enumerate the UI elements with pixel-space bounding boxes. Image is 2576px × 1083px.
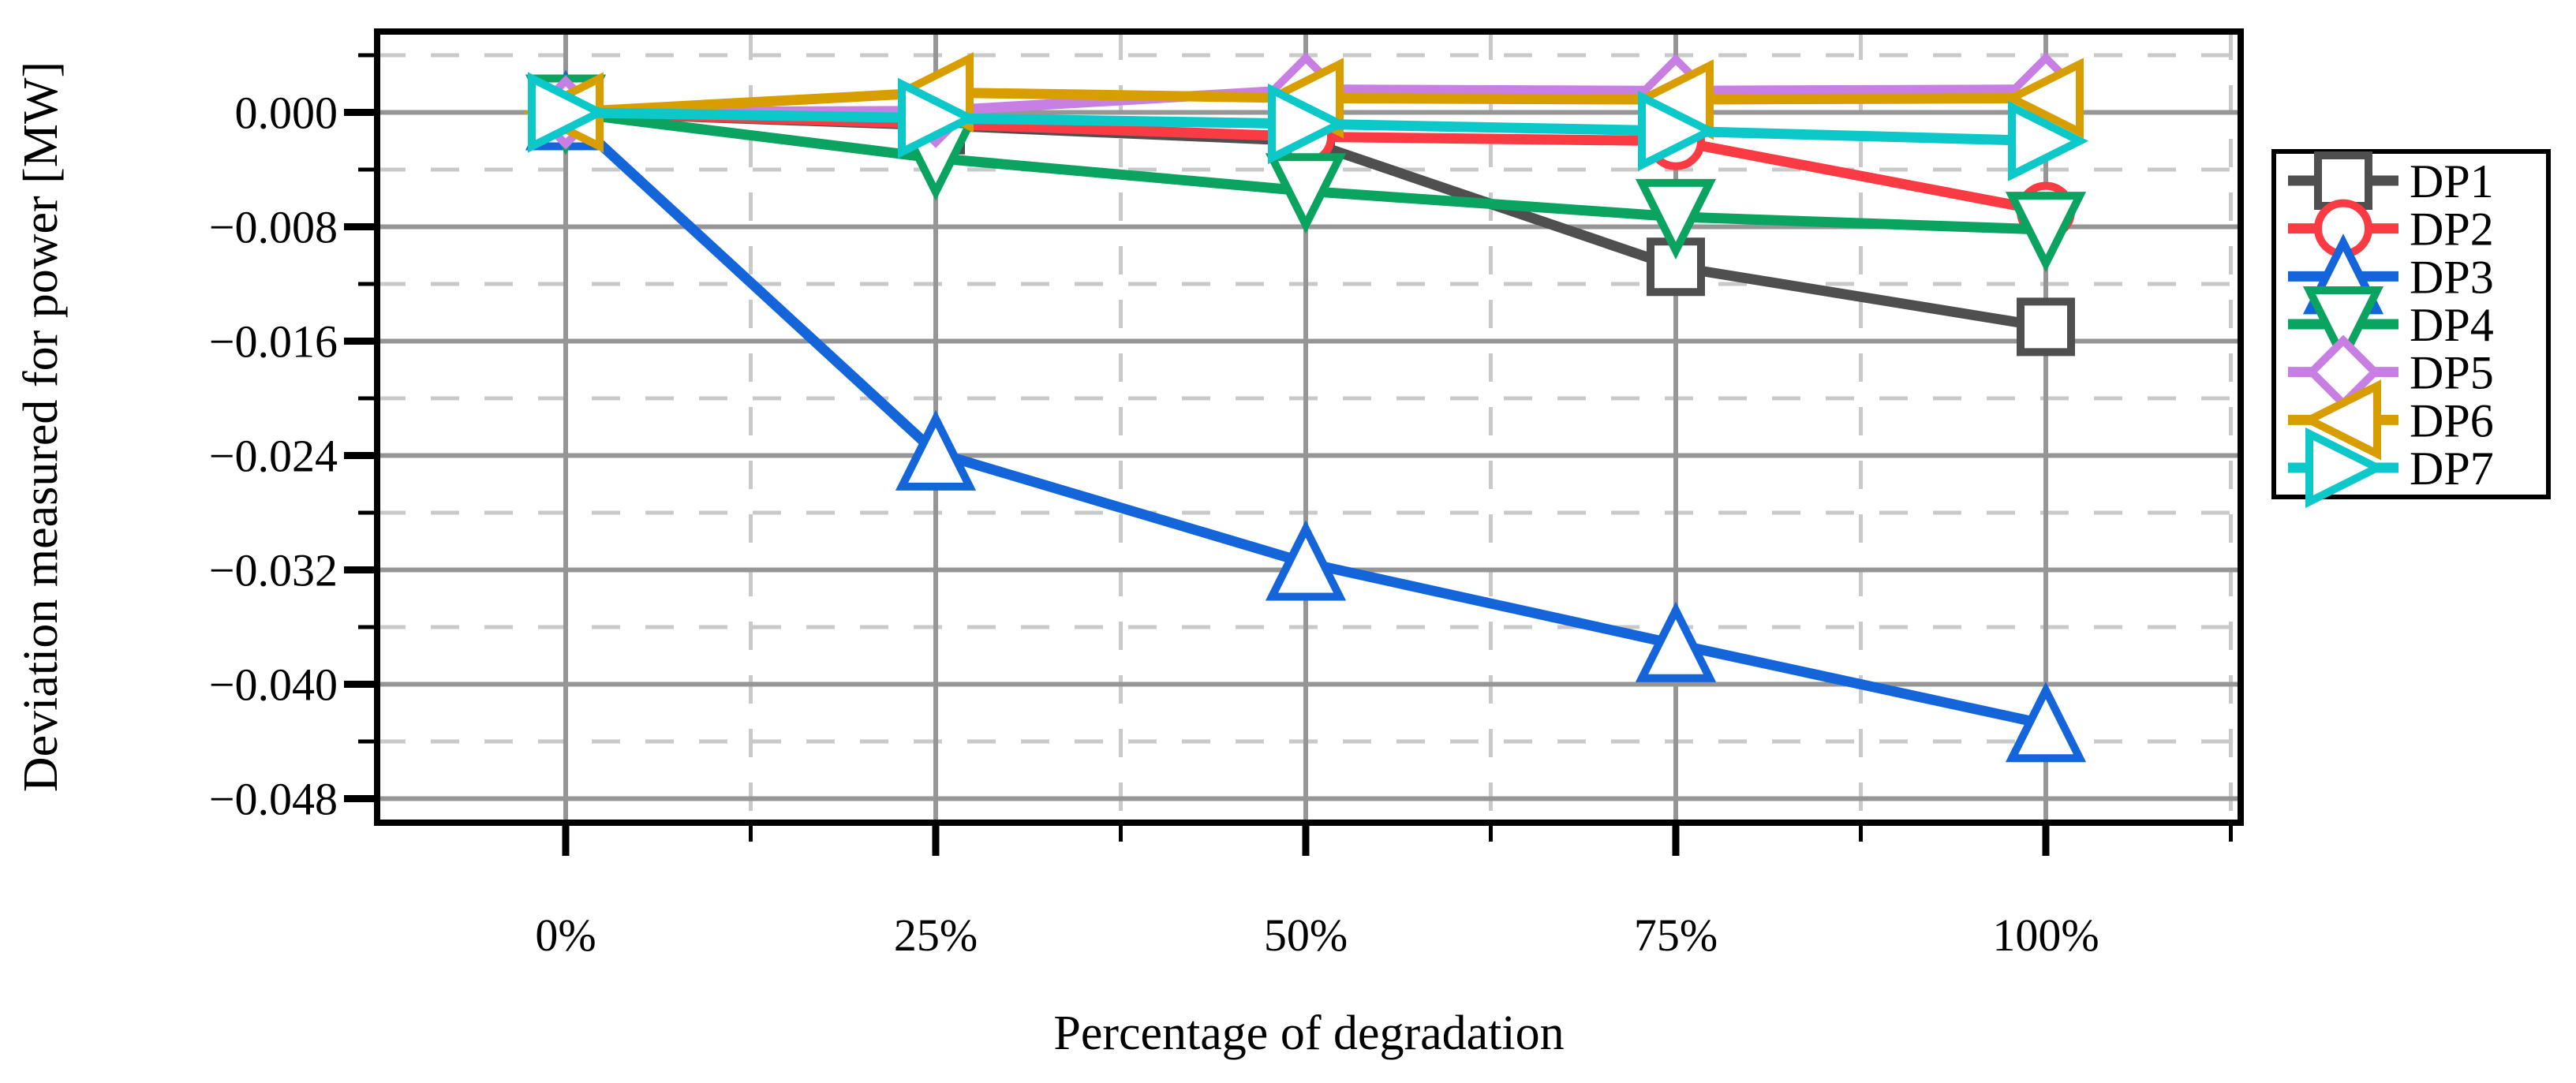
marker-triangle-down bbox=[2005, 192, 2087, 273]
legend-label: DP4 bbox=[2410, 299, 2494, 351]
x-tick-label: 75% bbox=[1634, 909, 1718, 961]
legend-label: DP1 bbox=[2410, 155, 2494, 207]
legend-item-DP5: DP5 bbox=[2288, 334, 2494, 409]
marker-triangle-right bbox=[2008, 100, 2089, 181]
series-DP7 bbox=[528, 72, 2089, 181]
y-tick-label: −0.032 bbox=[209, 545, 338, 596]
x-tick-label: 100% bbox=[1992, 909, 2099, 961]
marker-square bbox=[2314, 151, 2372, 210]
tick-layer bbox=[344, 53, 2233, 856]
y-tick-label: −0.048 bbox=[209, 774, 338, 825]
y-tick-label: 0.000 bbox=[235, 88, 338, 139]
marker-triangle-left bbox=[2002, 58, 2084, 139]
marker-triangle-down bbox=[1635, 178, 1717, 260]
x-tick-label: 0% bbox=[535, 909, 596, 961]
legend-label: DP7 bbox=[2410, 443, 2494, 495]
y-tick-label: −0.040 bbox=[209, 659, 338, 711]
marker-square bbox=[2017, 297, 2075, 357]
x-tick-label: 25% bbox=[894, 909, 978, 961]
marker-triangle-down bbox=[2302, 286, 2384, 368]
marker-triangle-down bbox=[1265, 153, 1347, 234]
legend-item-DP4: DP4 bbox=[2288, 286, 2494, 368]
y-tick-label: −0.016 bbox=[209, 316, 338, 368]
marker-triangle-up bbox=[2005, 682, 2087, 763]
legend-item-DP2: DP2 bbox=[2288, 199, 2494, 258]
marker-triangle-left bbox=[2300, 379, 2381, 461]
legend-label: DP3 bbox=[2410, 251, 2494, 303]
marker-triangle-right bbox=[2305, 427, 2387, 509]
y-axis-label: Deviation measured for power [MW] bbox=[14, 62, 68, 792]
marker-triangle-up bbox=[1265, 520, 1347, 601]
tick-label-layer: 0% 25% 50% 75% 100% 0.000 −0.008 −0.016 −0.024 −0… bbox=[209, 88, 2099, 962]
legend-item-DP6: DP6 bbox=[2288, 379, 2494, 461]
marker-triangle-right bbox=[1268, 83, 1349, 165]
y-tick-label: −0.024 bbox=[209, 431, 338, 482]
x-tick-label: 50% bbox=[1264, 909, 1348, 961]
legend-label: DP5 bbox=[2410, 347, 2494, 399]
marker-triangle-right bbox=[528, 72, 609, 153]
x-axis-label: Percentage of degradation bbox=[1053, 1006, 1564, 1060]
marker-triangle-right bbox=[898, 77, 979, 159]
legend-label: DP6 bbox=[2410, 394, 2494, 446]
legend-item-DP7: DP7 bbox=[2288, 427, 2494, 509]
legend-item-DP1: DP1 bbox=[2288, 151, 2494, 210]
plot-border bbox=[374, 28, 2244, 826]
marker-triangle-up bbox=[895, 409, 977, 491]
series-layer bbox=[522, 52, 2089, 763]
legend-label: DP2 bbox=[2410, 204, 2494, 256]
marker-triangle-up bbox=[1635, 601, 1717, 682]
marker-triangle-right bbox=[1638, 90, 1719, 172]
y-tick-label: −0.008 bbox=[209, 202, 338, 253]
